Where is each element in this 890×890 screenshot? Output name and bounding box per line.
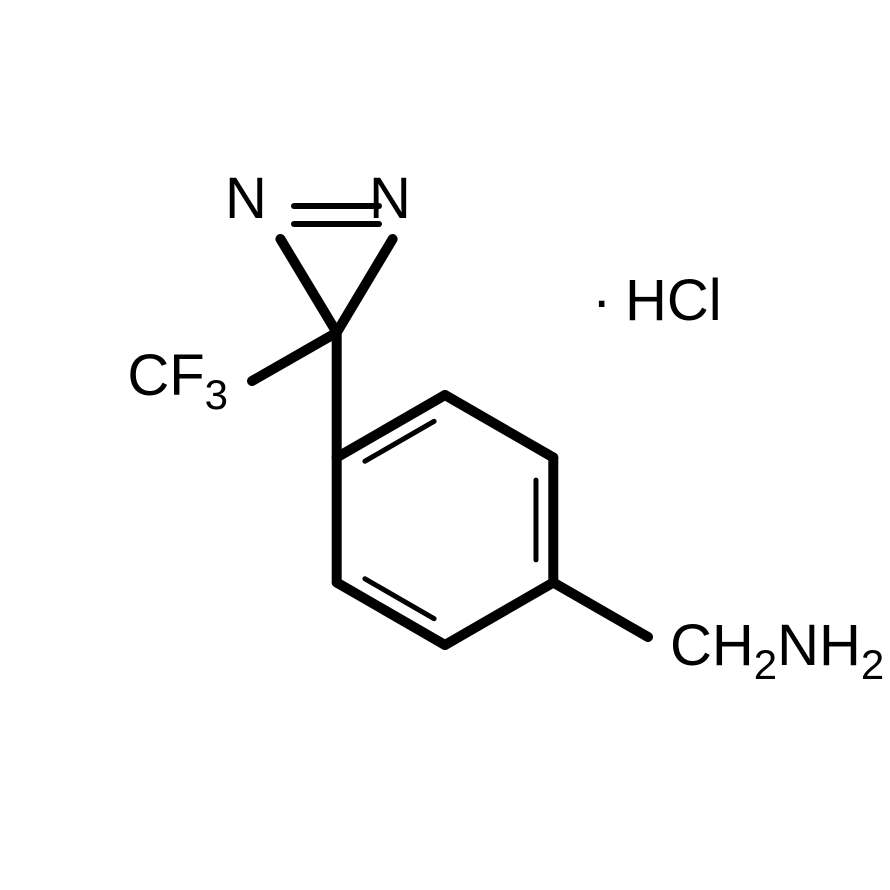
nitrogen-left-label: N [225,166,267,231]
benzene-ring [337,395,554,645]
ch2nh2-label: CH2NH2 [670,613,884,688]
salt-hcl-label: HCl [625,268,722,333]
salt-dot: · [592,268,611,333]
cf3-label: CF3 [127,343,228,418]
nitrogen-right-label: N [369,166,411,231]
molecule-diagram: N N CF3 CH2NH2 ·HCl [0,0,890,890]
